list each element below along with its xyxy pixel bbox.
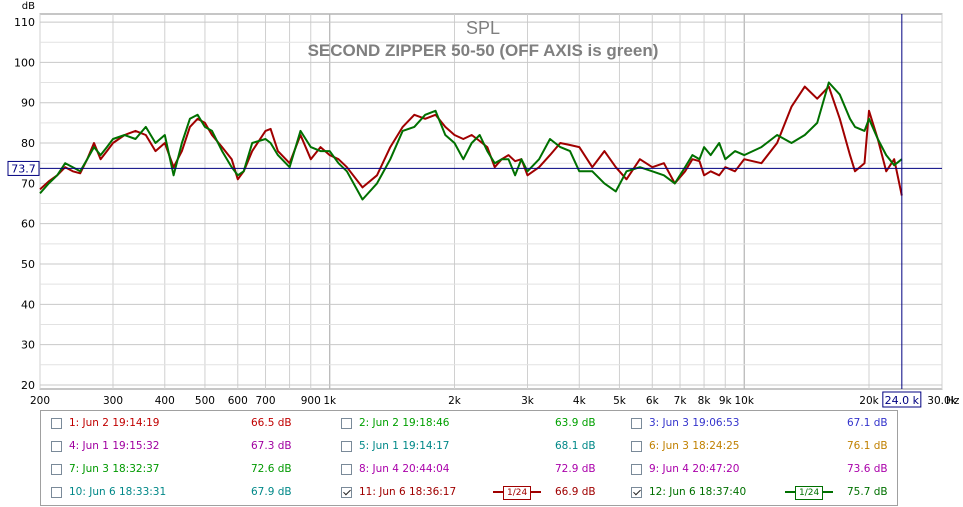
legend-value: 67.9 dB bbox=[251, 486, 292, 498]
legend-item[interactable]: 2: Jun 2 19:18:46 63.9 dB bbox=[341, 416, 621, 434]
legend-value: 67.1 dB bbox=[847, 417, 888, 429]
x-tick-label: 8k bbox=[698, 395, 712, 407]
legend-value: 63.9 dB bbox=[555, 417, 596, 429]
smoothing-indicator[interactable]: 1/24 bbox=[493, 486, 542, 500]
cursor-x-label: 24.0 k bbox=[885, 394, 920, 407]
x-tick-label: 600 bbox=[228, 395, 248, 407]
y-tick-label: 60 bbox=[21, 218, 35, 231]
legend-item[interactable]: 7: Jun 3 18:32:37 72.6 dB bbox=[51, 462, 331, 480]
x-tick-label: 400 bbox=[155, 395, 175, 407]
x-tick-label: 5k bbox=[613, 395, 627, 407]
y-tick-label: 100 bbox=[14, 56, 35, 69]
y-tick-label: 70 bbox=[21, 177, 35, 190]
x-tick-label: 500 bbox=[195, 395, 215, 407]
legend-checkbox[interactable] bbox=[51, 418, 62, 429]
y-tick-label: 20 bbox=[21, 379, 35, 392]
legend-checkbox[interactable] bbox=[341, 441, 352, 452]
legend-checkbox[interactable] bbox=[631, 487, 642, 498]
x-unit-label: Hz bbox=[946, 395, 960, 407]
legend-item[interactable]: 1: Jun 2 19:14:19 66.5 dB bbox=[51, 416, 331, 434]
measurement-legend: 1: Jun 2 19:14:19 66.5 dB 2: Jun 2 19:18:4… bbox=[40, 410, 898, 506]
x-tick-label: 6k bbox=[646, 395, 660, 407]
legend-item[interactable]: 8: Jun 4 20:44:04 72.9 dB bbox=[341, 462, 621, 480]
legend-label: 2: Jun 2 19:18:46 bbox=[359, 417, 450, 429]
legend-item[interactable]: 11: Jun 6 18:36:17 1/24 66.9 dB bbox=[341, 485, 621, 503]
legend-label: 7: Jun 3 18:32:37 bbox=[69, 463, 160, 475]
smoothing-indicator[interactable]: 1/24 bbox=[785, 486, 834, 500]
legend-label: 5: Jun 1 19:14:17 bbox=[359, 440, 450, 452]
cursor-x-box bbox=[882, 391, 922, 408]
legend-value: 68.1 dB bbox=[555, 440, 596, 452]
legend-item[interactable]: 9: Jun 4 20:47:20 73.6 dB bbox=[631, 462, 911, 480]
y-tick-label: 40 bbox=[21, 298, 35, 311]
smoothing-label: 1/24 bbox=[503, 486, 532, 500]
y-tick-label: 50 bbox=[21, 258, 35, 271]
series-line bbox=[39, 81, 903, 201]
x-tick-label: 300 bbox=[103, 395, 123, 407]
x-tick-label: 20k bbox=[859, 395, 879, 407]
legend-item[interactable]: 10: Jun 6 18:33:31 67.9 dB bbox=[51, 485, 331, 503]
legend-item[interactable]: 12: Jun 6 18:37:40 1/24 75.7 dB bbox=[631, 485, 911, 503]
spl-chart[interactable]: 20 30 40 50 60 70 80 90 100 110 dB 200 300 400 500 600 7… bbox=[0, 0, 963, 410]
legend-checkbox[interactable] bbox=[51, 487, 62, 498]
legend-checkbox[interactable] bbox=[51, 441, 62, 452]
legend-item[interactable]: 5: Jun 1 19:14:17 68.1 dB bbox=[341, 439, 621, 457]
legend-label: 1: Jun 2 19:14:19 bbox=[69, 417, 160, 429]
plot-area bbox=[39, 13, 943, 390]
x-tick-label: 4k bbox=[573, 395, 587, 407]
chart-subtitle: SECOND ZIPPER 50-50 (OFF AXIS is green) bbox=[308, 41, 659, 60]
legend-value: 73.6 dB bbox=[847, 463, 888, 475]
legend-checkbox[interactable] bbox=[341, 418, 352, 429]
legend-value: 67.3 dB bbox=[251, 440, 292, 452]
x-tick-label: 7k bbox=[674, 395, 688, 407]
legend-value: 72.6 dB bbox=[251, 463, 292, 475]
y-tick-label: 30 bbox=[21, 339, 35, 352]
legend-label: 8: Jun 4 20:44:04 bbox=[359, 463, 450, 475]
x-tick-label: 900 bbox=[301, 395, 321, 407]
cursor-y-label: 73.7 bbox=[11, 162, 36, 175]
legend-value: 72.9 dB bbox=[555, 463, 596, 475]
legend-label: 3: Jun 3 19:06:53 bbox=[649, 417, 740, 429]
legend-label: 9: Jun 4 20:47:20 bbox=[649, 463, 740, 475]
legend-checkbox[interactable] bbox=[631, 418, 642, 429]
legend-value: 66.5 dB bbox=[251, 417, 292, 429]
cursor-y-box bbox=[7, 160, 40, 176]
y-tick-label: 110 bbox=[14, 16, 35, 29]
legend-item[interactable]: 4: Jun 1 19:15:32 67.3 dB bbox=[51, 439, 331, 457]
y-tick-label: 90 bbox=[21, 97, 35, 110]
legend-label: 10: Jun 6 18:33:31 bbox=[69, 486, 167, 498]
y-tick-label: 80 bbox=[21, 137, 35, 150]
x-tick-label: 30.0k bbox=[927, 395, 957, 407]
legend-label: 4: Jun 1 19:15:32 bbox=[69, 440, 160, 452]
legend-checkbox[interactable] bbox=[341, 464, 352, 475]
legend-value: 75.7 dB bbox=[847, 486, 888, 498]
legend-checkbox[interactable] bbox=[341, 487, 352, 498]
legend-item[interactable]: 6: Jun 3 18:24:25 76.1 dB bbox=[631, 439, 911, 457]
x-tick-label: 2k bbox=[448, 395, 462, 407]
legend-value: 66.9 dB bbox=[555, 486, 596, 498]
legend-checkbox[interactable] bbox=[631, 464, 642, 475]
legend-label: 12: Jun 6 18:37:40 bbox=[649, 486, 747, 498]
legend-label: 6: Jun 3 18:24:25 bbox=[649, 440, 740, 452]
x-tick-label: 10k bbox=[735, 395, 755, 407]
chart-title: SPL bbox=[466, 18, 500, 38]
legend-value: 76.1 dB bbox=[847, 440, 888, 452]
x-tick-label: 200 bbox=[30, 395, 50, 407]
legend-checkbox[interactable] bbox=[51, 464, 62, 475]
y-unit-label: dB bbox=[22, 1, 35, 12]
x-tick-label: 9k bbox=[719, 395, 733, 407]
legend-checkbox[interactable] bbox=[631, 441, 642, 452]
legend-item[interactable]: 3: Jun 3 19:06:53 67.1 dB bbox=[631, 416, 911, 434]
smoothing-label: 1/24 bbox=[795, 486, 824, 500]
x-tick-label: 3k bbox=[521, 395, 535, 407]
legend-label: 11: Jun 6 18:36:17 bbox=[359, 486, 457, 498]
x-tick-label: 1k bbox=[323, 395, 337, 407]
x-tick-label: 700 bbox=[255, 395, 275, 407]
